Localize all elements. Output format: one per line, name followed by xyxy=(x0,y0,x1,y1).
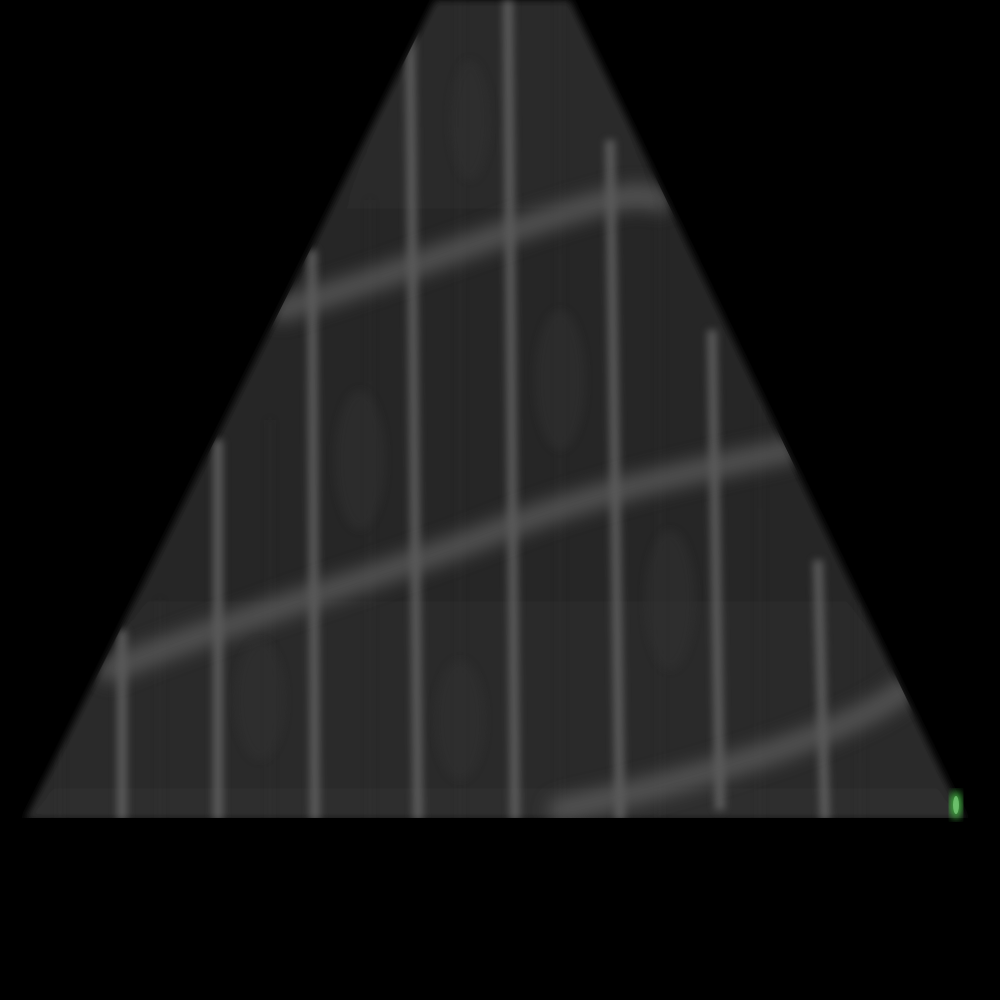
depth-bands xyxy=(98,183,932,820)
depth-band xyxy=(268,183,672,322)
depth-band xyxy=(98,438,802,682)
vertical-line xyxy=(707,329,725,811)
green-dot-core xyxy=(953,796,959,814)
vertical-line xyxy=(405,29,423,820)
depth-band xyxy=(548,668,932,820)
vertical-line xyxy=(503,0,520,820)
sector-texture xyxy=(59,0,932,820)
vertical-line xyxy=(813,559,830,820)
vertical-line xyxy=(307,249,320,820)
bottom-mask xyxy=(0,818,1000,1000)
